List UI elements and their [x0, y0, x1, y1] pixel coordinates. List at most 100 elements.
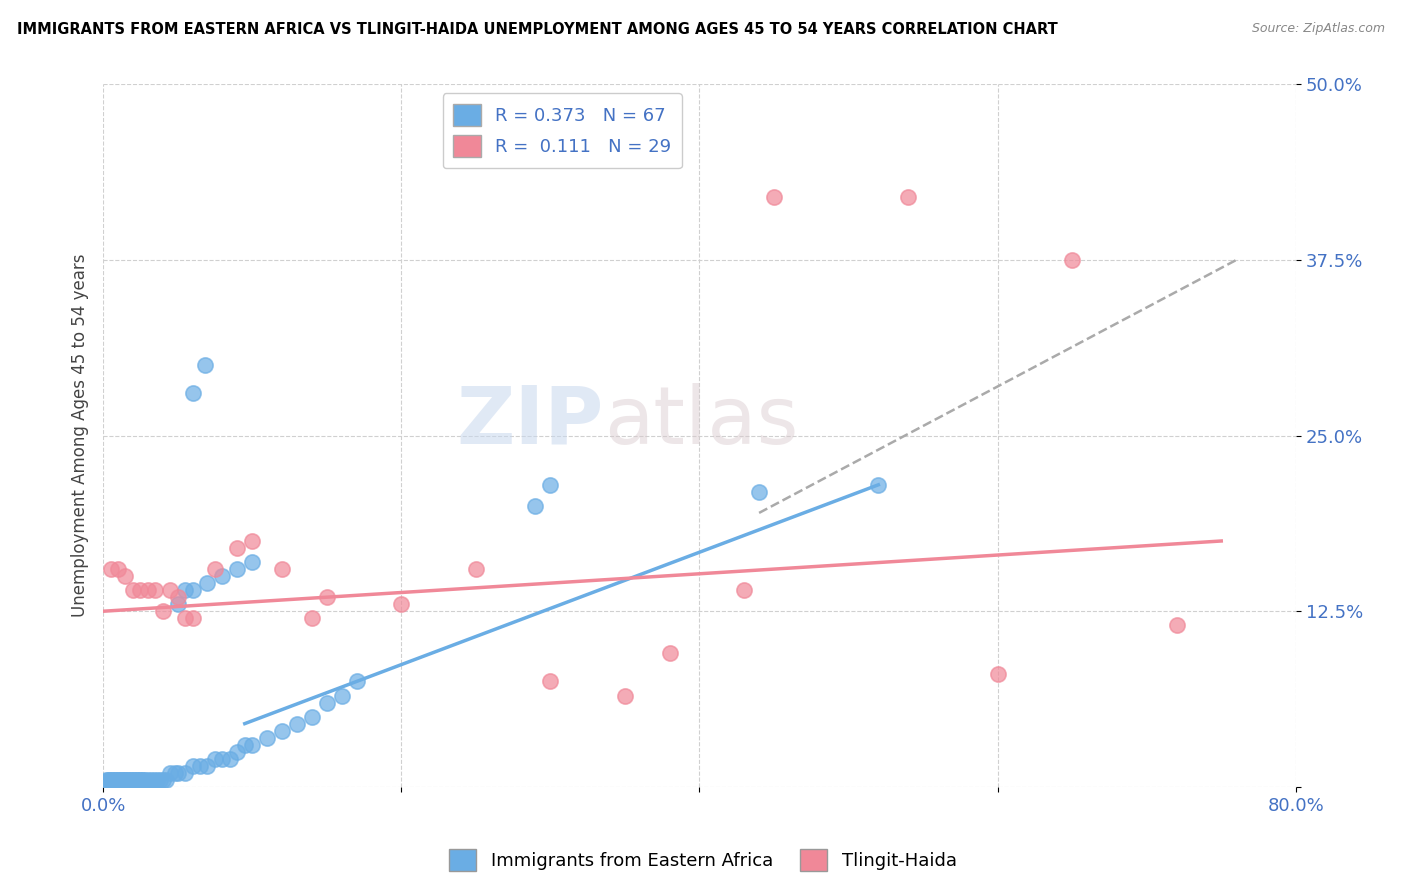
Point — [105, 772, 128, 787]
Point — [108, 772, 131, 787]
Point — [134, 772, 156, 787]
Point — [117, 772, 139, 787]
Y-axis label: Unemployment Among Ages 45 to 54 years: Unemployment Among Ages 45 to 54 years — [72, 254, 89, 617]
Point — [94, 772, 117, 787]
Point — [464, 562, 486, 576]
Point — [136, 583, 159, 598]
Point — [146, 772, 169, 787]
Point — [271, 562, 294, 576]
Point — [174, 765, 197, 780]
Point — [748, 484, 770, 499]
Point — [111, 772, 134, 787]
Point — [524, 499, 547, 513]
Point — [240, 534, 263, 549]
Point — [538, 478, 561, 492]
Point — [114, 772, 136, 787]
Point — [97, 772, 120, 787]
Point — [204, 562, 226, 576]
Point — [101, 772, 124, 787]
Text: atlas: atlas — [605, 383, 799, 460]
Legend: Immigrants from Eastern Africa, Tlingit-Haida: Immigrants from Eastern Africa, Tlingit-… — [441, 842, 965, 879]
Point — [107, 562, 129, 576]
Point — [233, 738, 256, 752]
Point — [226, 541, 249, 555]
Point — [152, 772, 174, 787]
Point — [240, 555, 263, 569]
Point — [197, 758, 219, 772]
Point — [103, 772, 125, 787]
Point — [114, 569, 136, 583]
Point — [211, 752, 233, 766]
Text: IMMIGRANTS FROM EASTERN AFRICA VS TLINGIT-HAIDA UNEMPLOYMENT AMONG AGES 45 TO 54: IMMIGRANTS FROM EASTERN AFRICA VS TLINGI… — [17, 22, 1057, 37]
Point — [129, 583, 152, 598]
Point — [174, 611, 197, 625]
Legend: R = 0.373   N = 67, R =  0.111   N = 29: R = 0.373 N = 67, R = 0.111 N = 29 — [443, 94, 682, 169]
Point — [204, 752, 226, 766]
Point — [143, 583, 166, 598]
Point — [166, 765, 188, 780]
Point — [987, 667, 1010, 681]
Point — [107, 772, 129, 787]
Point — [1062, 253, 1084, 268]
Point — [271, 723, 294, 738]
Point — [110, 772, 132, 787]
Point — [163, 765, 186, 780]
Point — [128, 772, 150, 787]
Point — [658, 646, 681, 660]
Point — [127, 772, 149, 787]
Point — [538, 674, 561, 689]
Point — [112, 772, 135, 787]
Point — [132, 772, 155, 787]
Point — [181, 583, 204, 598]
Point — [100, 562, 122, 576]
Point — [181, 386, 204, 401]
Point — [301, 709, 323, 723]
Point — [118, 772, 141, 787]
Point — [256, 731, 278, 745]
Point — [166, 590, 188, 604]
Point — [155, 772, 177, 787]
Point — [240, 738, 263, 752]
Point — [315, 590, 337, 604]
Point — [159, 583, 181, 598]
Point — [218, 752, 240, 766]
Point — [613, 689, 636, 703]
Point — [129, 772, 152, 787]
Point — [181, 611, 204, 625]
Point — [136, 772, 159, 787]
Point — [124, 772, 146, 787]
Text: Source: ZipAtlas.com: Source: ZipAtlas.com — [1251, 22, 1385, 36]
Point — [346, 674, 368, 689]
Point — [122, 583, 145, 598]
Point — [131, 772, 153, 787]
Point — [193, 359, 215, 373]
Point — [197, 576, 219, 591]
Point — [733, 583, 755, 598]
Point — [122, 772, 145, 787]
Point — [226, 745, 249, 759]
Point — [152, 604, 174, 618]
Point — [301, 611, 323, 625]
Point — [1166, 618, 1188, 632]
Point — [149, 772, 172, 787]
Point — [389, 597, 412, 611]
Point — [188, 758, 211, 772]
Point — [120, 772, 142, 787]
Point — [897, 190, 920, 204]
Point — [762, 190, 785, 204]
Text: ZIP: ZIP — [457, 383, 605, 460]
Point — [868, 478, 890, 492]
Point — [142, 772, 165, 787]
Point — [98, 772, 121, 787]
Point — [159, 765, 181, 780]
Point — [226, 562, 249, 576]
Point — [125, 772, 148, 787]
Point — [115, 772, 138, 787]
Point — [330, 689, 353, 703]
Point — [181, 758, 204, 772]
Point — [174, 583, 197, 598]
Point — [166, 597, 188, 611]
Point — [285, 716, 308, 731]
Point — [104, 772, 127, 787]
Point — [315, 696, 337, 710]
